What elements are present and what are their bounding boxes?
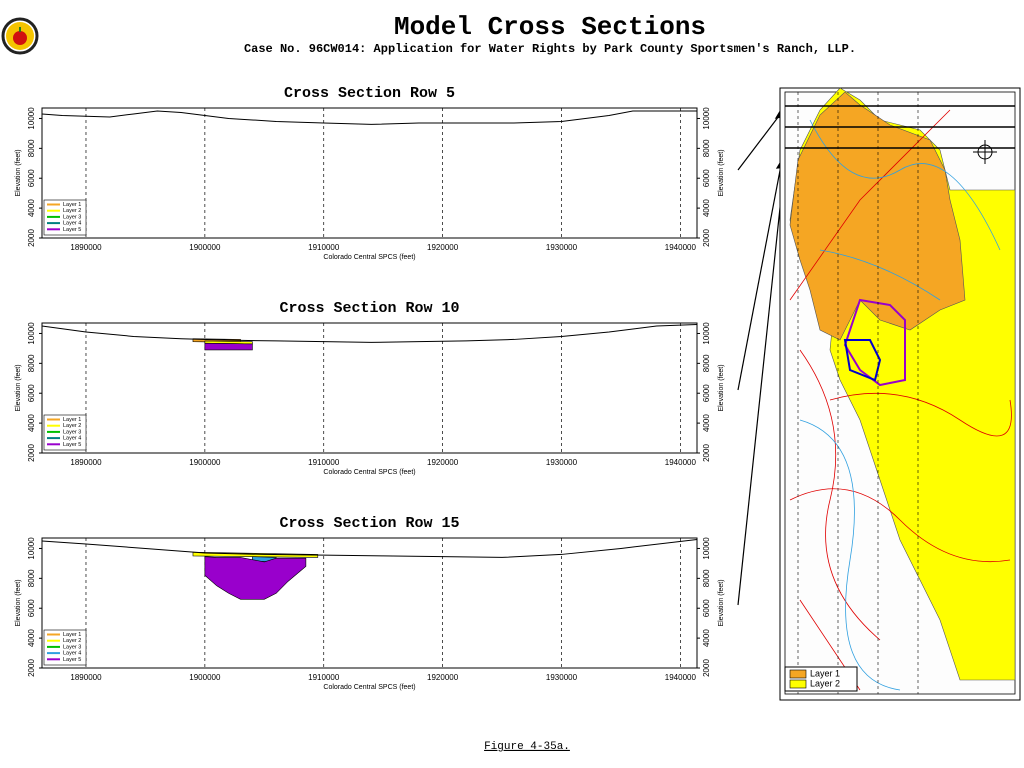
x-tick-label: 1940000 — [665, 673, 697, 682]
x-tick-label: 1910000 — [308, 243, 340, 252]
figure-caption: Figure 4-35a. — [484, 741, 570, 753]
chart-title: Cross Section Row 5 — [284, 85, 455, 102]
x-axis-label: Colorado Central SPCS (feet) — [323, 684, 415, 691]
surface-line — [41, 110, 697, 125]
x-tick-label: 1900000 — [189, 673, 221, 682]
x-tick-label: 1900000 — [189, 458, 221, 467]
surface-line — [41, 538, 698, 558]
y-tick-label: 2000 — [27, 229, 36, 247]
layer-area — [204, 556, 307, 600]
x-tick-label: 1900000 — [189, 243, 221, 252]
x-tick-label: 1910000 — [308, 673, 340, 682]
y-tick-label: 8000 — [27, 569, 36, 587]
y2-axis-label: Elevation (feet) — [718, 364, 725, 411]
y2-tick-label: 6000 — [702, 169, 711, 187]
legend-label: Layer 1 — [63, 632, 81, 638]
legend-label: Layer 3 — [63, 214, 81, 220]
x-tick-label: 1920000 — [427, 243, 459, 252]
x-tick-label: 1910000 — [308, 458, 340, 467]
x-tick-label: 1890000 — [70, 458, 102, 467]
y-tick-label: 10000 — [27, 537, 36, 560]
title: Model Cross Sections — [394, 12, 706, 42]
charts: Cross Section Row 5 1890000 1900000 1910000… — [15, 85, 725, 691]
y-tick-label: 8000 — [27, 139, 36, 157]
y2-axis-label: Elevation (feet) — [718, 579, 725, 626]
y-axis-label: Elevation (feet) — [15, 364, 22, 411]
legend-swatch — [789, 669, 807, 679]
y-axis-label: Elevation (feet) — [15, 579, 22, 626]
legend-label: Layer 2 — [63, 423, 81, 429]
y-tick-label: 4000 — [27, 414, 36, 432]
cross-section-chart: Cross Section Row 10 1890000 1900000 191000… — [15, 300, 725, 476]
legend-label: Layer 1 — [810, 668, 840, 678]
y-tick-label: 8000 — [27, 354, 36, 372]
y-tick-label: 10000 — [27, 107, 36, 130]
x-tick-label: 1930000 — [546, 243, 578, 252]
chart-title: Cross Section Row 10 — [279, 300, 459, 317]
y-tick-label: 4000 — [27, 199, 36, 217]
legend-label: Layer 2 — [810, 678, 840, 688]
y2-tick-label: 4000 — [702, 629, 711, 647]
legend-label: Layer 4 — [63, 436, 81, 442]
y-tick-label: 2000 — [27, 659, 36, 677]
chart-title: Cross Section Row 15 — [279, 515, 459, 532]
y-tick-label: 4000 — [27, 629, 36, 647]
x-tick-label: 1930000 — [546, 458, 578, 467]
legend-label: Layer 1 — [63, 202, 81, 208]
plot-frame — [41, 322, 698, 454]
subtitle: Case No. 96CW014: Application for Water … — [244, 42, 856, 56]
y2-tick-label: 2000 — [702, 229, 711, 247]
legend-label: Layer 5 — [63, 657, 81, 663]
y2-tick-label: 8000 — [702, 354, 711, 372]
x-tick-label: 1920000 — [427, 458, 459, 467]
y-tick-label: 2000 — [27, 444, 36, 462]
x-tick-label: 1940000 — [665, 458, 697, 467]
x-tick-label: 1940000 — [665, 243, 697, 252]
x-axis-label: Colorado Central SPCS (feet) — [323, 469, 415, 476]
y2-tick-label: 10000 — [702, 322, 711, 345]
y-tick-label: 6000 — [27, 384, 36, 402]
logo — [1, 17, 39, 55]
legend-label: Layer 2 — [63, 638, 81, 644]
layer-area — [204, 342, 253, 351]
y2-tick-label: 4000 — [702, 199, 711, 217]
legend-label: Layer 2 — [63, 208, 81, 214]
legend-label: Layer 1 — [63, 417, 81, 423]
legend-label: Layer 4 — [63, 651, 81, 657]
plot-frame — [41, 107, 698, 239]
y2-axis-label: Elevation (feet) — [718, 149, 725, 196]
x-tick-label: 1930000 — [546, 673, 578, 682]
plot-frame — [41, 537, 698, 669]
legend-label: Layer 3 — [63, 644, 81, 650]
x-tick-label: 1890000 — [70, 673, 102, 682]
y2-tick-label: 8000 — [702, 139, 711, 157]
y-tick-label: 6000 — [27, 599, 36, 617]
legend-label: Layer 3 — [63, 429, 81, 435]
x-axis-label: Colorado Central SPCS (feet) — [323, 254, 415, 261]
y2-tick-label: 2000 — [702, 659, 711, 677]
surface-line — [41, 323, 698, 343]
y2-tick-label: 8000 — [702, 569, 711, 587]
y-tick-label: 10000 — [27, 322, 36, 345]
legend-swatch — [789, 679, 807, 689]
cross-section-chart: Cross Section Row 5 1890000 1900000 1910000… — [15, 85, 725, 261]
x-tick-label: 1890000 — [70, 243, 102, 252]
y-axis-label: Elevation (feet) — [15, 149, 22, 196]
y2-tick-label: 6000 — [702, 599, 711, 617]
legend-label: Layer 5 — [63, 227, 81, 233]
y2-tick-label: 2000 — [702, 444, 711, 462]
x-tick-label: 1920000 — [427, 673, 459, 682]
y2-tick-label: 10000 — [702, 107, 711, 130]
y2-tick-label: 10000 — [702, 537, 711, 560]
y-tick-label: 6000 — [27, 169, 36, 187]
y2-tick-label: 4000 — [702, 414, 711, 432]
legend-label: Layer 4 — [63, 221, 81, 227]
y2-tick-label: 6000 — [702, 384, 711, 402]
cross-section-chart: Cross Section Row 15 1890000 1900000 191000… — [15, 515, 725, 691]
legend-label: Layer 5 — [63, 442, 81, 448]
